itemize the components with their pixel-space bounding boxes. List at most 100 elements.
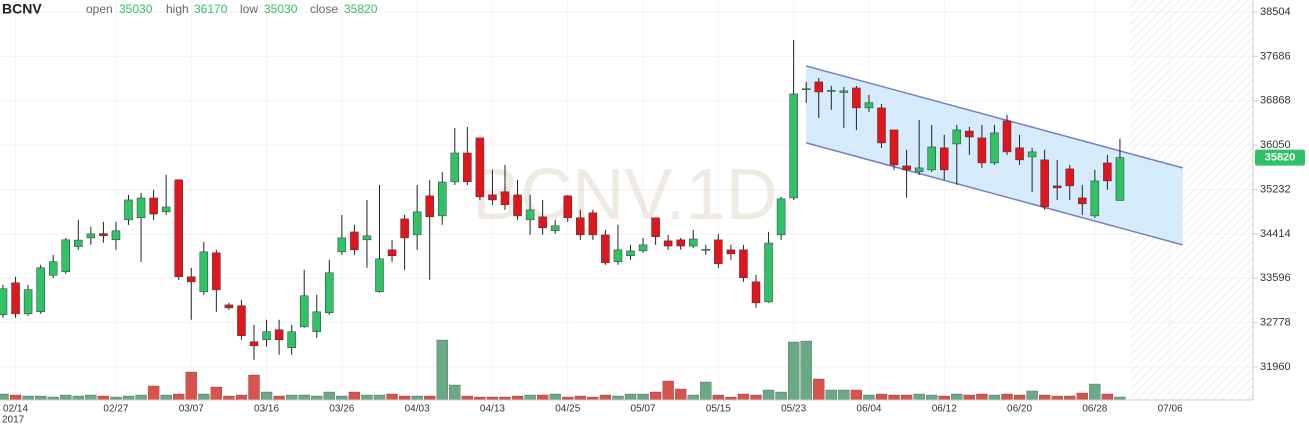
volume-bar: [361, 394, 373, 401]
candle-body: [187, 276, 196, 283]
y-tick-label: 35232: [1260, 183, 1291, 195]
candle-body: [776, 198, 786, 236]
volume-bar: [1013, 394, 1026, 401]
candle-body: [927, 146, 936, 171]
volume-bar: [298, 394, 310, 401]
volume-bar: [424, 395, 436, 401]
y-tick-label: 37686: [1260, 50, 1291, 62]
candle-body: [538, 216, 547, 229]
candle-body: [965, 130, 974, 138]
volume-bar: [850, 389, 863, 401]
volume-bar: [9, 394, 22, 401]
candle-body: [249, 341, 259, 347]
volume-bar: [1051, 395, 1063, 401]
x-tick-label: 06/04: [856, 404, 881, 415]
candle-body: [23, 289, 33, 315]
volume-bar: [398, 395, 411, 401]
ohlc-header: open 35030 high 36170 low 35030 close 35820: [86, 2, 378, 16]
volume-bar: [72, 395, 84, 401]
price-tag: [1255, 149, 1305, 166]
candle-body: [663, 240, 673, 247]
candle-body: [362, 235, 372, 241]
candle-body: [1065, 168, 1074, 187]
volume-bar: [135, 394, 147, 401]
candle-body: [714, 239, 723, 265]
volume-bar: [800, 340, 812, 401]
candle-body: [739, 249, 748, 279]
candle-body: [940, 147, 949, 171]
volume-bar: [248, 374, 260, 401]
candle-body: [576, 217, 585, 236]
candle-body: [914, 167, 924, 172]
candle-body: [450, 152, 460, 183]
volume-bar: [900, 394, 913, 401]
candle-body: [1052, 185, 1062, 189]
candle-body: [977, 137, 987, 164]
candle-body: [438, 181, 447, 217]
volume-bar: [1101, 393, 1114, 401]
volume-bar: [687, 394, 699, 401]
volume-bar: [373, 394, 386, 401]
x-tick-label: 02/27: [103, 404, 128, 415]
candle-body: [827, 90, 836, 92]
candle-body: [814, 81, 823, 93]
volume-bar: [675, 388, 687, 401]
candle-body: [1115, 157, 1125, 201]
x-tick-label: 07/06: [1158, 404, 1183, 415]
candle-body: [500, 191, 510, 206]
ohlc-value: 35030: [119, 2, 153, 16]
volume-bar: [1026, 390, 1038, 401]
candle-body: [1090, 180, 1100, 217]
candle-body: [902, 165, 911, 171]
volume-bar: [1064, 395, 1076, 401]
grid: [0, 0, 1253, 400]
candle-body: [0, 288, 8, 316]
volume-bar: [173, 393, 185, 401]
x-tick-label: 05/23: [781, 404, 806, 415]
volume-bar: [963, 394, 975, 401]
candle-body: [299, 295, 309, 328]
candle-body: [689, 238, 698, 247]
candle-body: [136, 197, 146, 219]
volume-bar: [273, 395, 285, 401]
x-tick-label: 04/03: [405, 404, 430, 415]
candle-body: [889, 129, 899, 166]
volume-bar: [537, 394, 549, 401]
candle-body: [463, 152, 472, 183]
volume-bar: [612, 395, 624, 401]
x-tick-label: 03/26: [329, 404, 354, 415]
volume-bar: [260, 391, 273, 401]
candle-body: [839, 90, 849, 93]
volume-bar: [838, 389, 850, 401]
volume-bar: [762, 389, 775, 401]
x-tick-label: 05/07: [631, 404, 656, 415]
y-tick-label: 32778: [1260, 317, 1291, 329]
candle-body: [174, 179, 183, 278]
candle-body: [124, 199, 133, 221]
candle-body: [337, 237, 347, 253]
volume-bar: [737, 393, 750, 401]
volume-bar: [574, 395, 586, 401]
volume-bar: [649, 391, 662, 401]
candle-body: [864, 102, 874, 109]
volume-bar: [235, 394, 248, 401]
candle-body: [789, 93, 798, 199]
candle-body: [1103, 162, 1112, 182]
candle-body: [588, 212, 598, 236]
ohlc-value: 35820: [344, 2, 378, 16]
y-tick-label: 33596: [1260, 272, 1291, 284]
volume-bar: [775, 391, 787, 401]
volume-bar: [700, 381, 712, 401]
candle-body: [262, 331, 271, 341]
volume-bar: [386, 393, 398, 401]
volume-bar: [524, 394, 536, 401]
volume-bar: [549, 393, 561, 401]
volume-bar: [185, 371, 197, 401]
volume-bar: [624, 393, 637, 401]
candle-body: [676, 239, 685, 247]
candle-body: [651, 217, 660, 238]
candle-body: [1002, 120, 1012, 153]
volume-bar: [637, 393, 649, 401]
volume-bar: [813, 378, 825, 401]
